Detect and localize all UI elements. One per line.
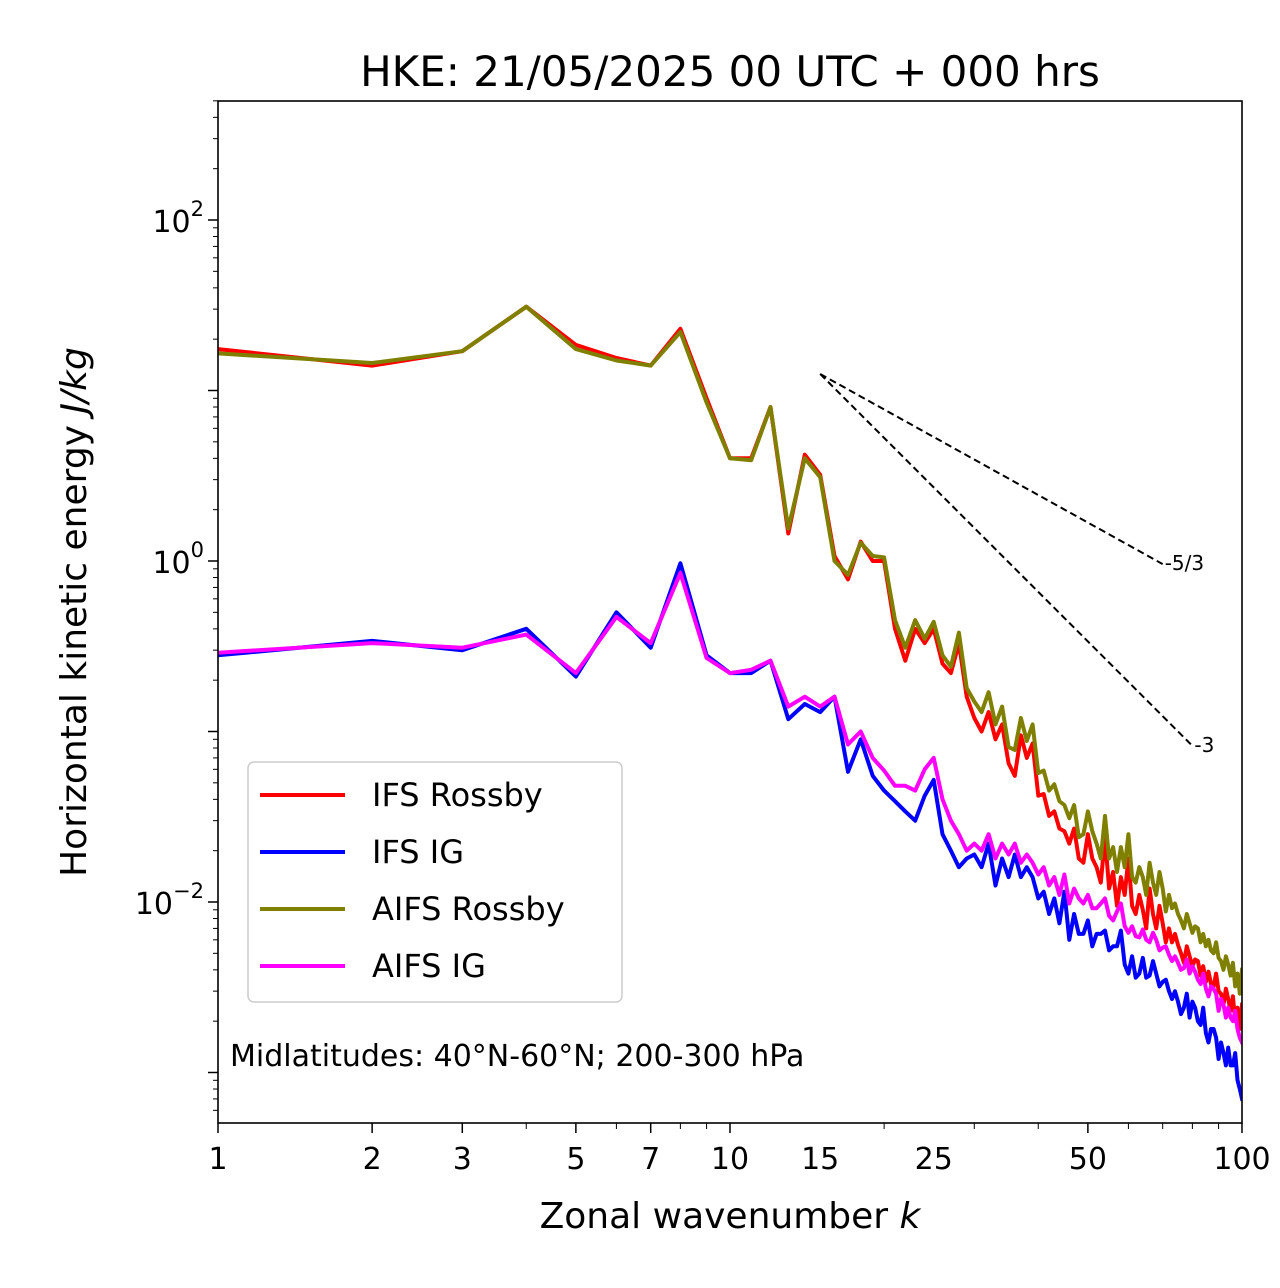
x-tick-label: 3	[453, 1142, 472, 1177]
y-tick-label: 10−2	[135, 879, 204, 922]
x-tick-label: 50	[1069, 1142, 1107, 1177]
x-tick-label: 1	[208, 1142, 227, 1177]
x-axis-ticks: 1 2 3 5 7 10 15 25 50 100	[208, 1123, 1271, 1177]
x-tick-label: 5	[566, 1142, 585, 1177]
y-tick-exponent: 0	[191, 538, 204, 562]
x-tick-label: 25	[915, 1142, 953, 1177]
x-axis-label-variable: k	[900, 1196, 923, 1237]
series-line	[218, 304, 1242, 996]
x-tick-label: 2	[363, 1142, 382, 1177]
x-axis-label: Zonal wavenumber k	[540, 1196, 923, 1237]
reference-line-label: -3	[1194, 733, 1214, 757]
legend: IFS Rossby IFS IG AIFS Rossby AIFS IG	[247, 761, 623, 1003]
y-tick-exponent: 2	[191, 197, 204, 221]
series-line	[218, 561, 1242, 1102]
y-axis-label-text: Horizontal kinetic energy	[54, 425, 95, 877]
x-tick-label: 100	[1213, 1142, 1270, 1177]
reference-line-label: -5/3	[1165, 551, 1204, 575]
series-lines	[218, 304, 1242, 1102]
y-axis-label-units: J/kg	[54, 347, 95, 419]
y-tick-label: 100	[152, 538, 204, 581]
legend-label: AIFS Rossby	[372, 890, 565, 928]
legend-label: IFS Rossby	[372, 776, 543, 814]
y-tick-exponent: −2	[173, 879, 204, 903]
legend-label: IFS IG	[372, 833, 464, 871]
y-tick-base: 10	[152, 546, 190, 581]
region-annotation: Midlatitudes: 40°N-60°N; 200-300 hPa	[230, 1039, 804, 1074]
x-axis-label-text: Zonal wavenumber	[540, 1196, 889, 1237]
y-axis-label: Horizontal kinetic energy J/kg	[54, 347, 95, 877]
legend-box	[247, 761, 623, 1003]
x-tick-label: 10	[711, 1142, 749, 1177]
series-line	[218, 571, 1242, 1046]
x-tick-label: 7	[641, 1142, 660, 1177]
reference-slope-lines: -5/3 -3	[819, 373, 1214, 757]
legend-label: AIFS IG	[372, 947, 486, 985]
y-tick-base: 10	[152, 205, 190, 240]
y-tick-base: 10	[135, 887, 173, 922]
x-tick-label: 15	[801, 1142, 839, 1177]
y-tick-label: 102	[152, 197, 204, 240]
chart-title: HKE: 21/05/2025 00 UTC + 000 hrs	[360, 47, 1100, 96]
